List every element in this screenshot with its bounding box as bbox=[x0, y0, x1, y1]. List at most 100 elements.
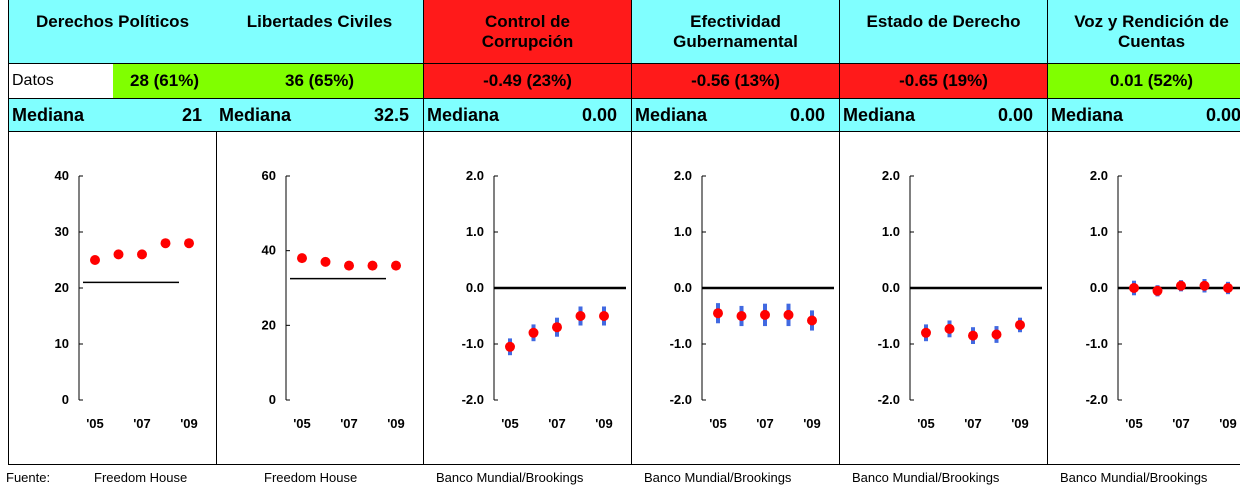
x-tick-label: '09 bbox=[180, 416, 198, 431]
y-tick-label: 0.0 bbox=[674, 280, 692, 295]
indicator-panel: Libertades Civiles 36 (65%) Mediana 32.5 0 20… bbox=[216, 0, 424, 465]
x-tick-label: '05 bbox=[709, 416, 727, 431]
indicator-title-text: Derechos Políticos bbox=[36, 12, 189, 32]
x-tick-label: '07 bbox=[133, 416, 151, 431]
data-value: -0.56 (13%) bbox=[691, 71, 780, 90]
indicator-title-line: Cuentas bbox=[1117, 31, 1186, 51]
indicator-panel: Derechos Políticos Datos 28 (61%) Mediana 21… bbox=[8, 0, 217, 465]
data-value: -0.65 (19%) bbox=[899, 71, 988, 90]
y-tick-label: 60 bbox=[262, 168, 276, 183]
median-value: 0.00 bbox=[1205, 105, 1240, 125]
y-tick-label: -1.0 bbox=[462, 336, 484, 351]
y-tick-label: 20 bbox=[262, 317, 276, 332]
x-tick-label: '07 bbox=[964, 416, 982, 431]
scatter-plot: 0 10 20 30 40 '05 '07 '09 bbox=[55, 168, 198, 431]
y-tick-label: 20 bbox=[55, 280, 69, 295]
data-point bbox=[783, 309, 794, 320]
x-tick-label: '07 bbox=[1172, 416, 1190, 431]
y-tick-label: 0 bbox=[62, 392, 69, 407]
indicator-title-line: Derechos Políticos bbox=[35, 12, 190, 31]
y-tick-label: 2.0 bbox=[1090, 168, 1108, 183]
y-tick-label: 1.0 bbox=[674, 224, 692, 239]
indicator-title: Control de Corrupción bbox=[424, 0, 632, 64]
y-tick-label: 0.0 bbox=[466, 280, 484, 295]
data-point bbox=[1176, 280, 1186, 291]
x-tick-label: '09 bbox=[1219, 416, 1237, 431]
median-row: Mediana 0.00 bbox=[840, 99, 1048, 132]
source-text: Banco Mundial/Brookings bbox=[436, 470, 584, 485]
median-row: Mediana 21 bbox=[9, 99, 217, 132]
source-text: Banco Mundial/Brookings bbox=[852, 470, 1000, 485]
data-point bbox=[528, 327, 539, 338]
plot-area: -2.0 -1.0 0.0 1.0 2.0 '05 '07 '09 bbox=[632, 132, 840, 465]
y-tick-label: 1.0 bbox=[1090, 224, 1108, 239]
data-point bbox=[1015, 319, 1025, 330]
median-value: 0.00 bbox=[997, 105, 1033, 125]
scatter-plot: -2.0 -1.0 0.0 1.0 2.0 '05 '07 '09 bbox=[878, 168, 1042, 431]
y-tick-label: 0 bbox=[269, 392, 276, 407]
indicator-title: Derechos Políticos bbox=[9, 0, 217, 64]
data-row: -0.65 (19%) bbox=[840, 64, 1048, 99]
scatter-plot: -2.0 -1.0 0.0 1.0 2.0 '05 '07 '09 bbox=[1086, 168, 1240, 431]
data-point bbox=[599, 311, 609, 321]
data-value: 28 (61%) bbox=[130, 71, 199, 90]
y-tick-label: 10 bbox=[55, 336, 69, 351]
data-point bbox=[320, 256, 331, 267]
median-value: 32.5 bbox=[373, 105, 409, 125]
median-label: Mediana bbox=[635, 105, 708, 125]
indicator-title-line: Libertades Civiles bbox=[246, 12, 393, 31]
data-row: 36 (65%) bbox=[216, 64, 424, 99]
y-tick-label: 0.0 bbox=[882, 280, 900, 295]
plot-area: -2.0 -1.0 0.0 1.0 2.0 '05 '07 '09 bbox=[1048, 132, 1240, 465]
indicator-panel: Voz y Rendición de Cuentas 0.01 (52%) Media… bbox=[1048, 0, 1240, 465]
indicator-title-line: Efectividad bbox=[690, 11, 781, 31]
data-point bbox=[552, 322, 562, 333]
source-text: Banco Mundial/Brookings bbox=[1060, 470, 1208, 485]
y-tick-label: 30 bbox=[55, 224, 69, 239]
y-tick-label: 0.0 bbox=[1090, 280, 1108, 295]
indicator-title-line: Corrupción bbox=[481, 31, 574, 51]
y-tick-label: -1.0 bbox=[1086, 336, 1108, 351]
indicator-title-text: Efectividad Gubernamental bbox=[673, 12, 798, 52]
y-tick-label: 2.0 bbox=[466, 168, 484, 183]
data-point bbox=[991, 329, 1002, 340]
data-point bbox=[297, 253, 307, 264]
y-tick-label: 2.0 bbox=[674, 168, 692, 183]
median-value: 0.00 bbox=[789, 105, 825, 125]
data-point bbox=[1129, 283, 1139, 293]
median-row: Mediana 32.5 bbox=[216, 99, 424, 132]
plot-area: -2.0 -1.0 0.0 1.0 2.0 '05 '07 '09 bbox=[424, 132, 632, 465]
data-point bbox=[921, 327, 931, 338]
data-point bbox=[344, 260, 354, 271]
x-tick-label: '05 bbox=[501, 416, 519, 431]
median-label: Mediana bbox=[219, 105, 292, 125]
data-point bbox=[505, 341, 515, 352]
plot-area: 0 10 20 30 40 '05 '07 '09 bbox=[9, 132, 217, 465]
source-label: Fuente: bbox=[6, 470, 51, 485]
data-point bbox=[113, 249, 124, 260]
x-tick-label: '07 bbox=[756, 416, 774, 431]
median-value: 0.00 bbox=[581, 105, 617, 125]
indicator-title: Efectividad Gubernamental bbox=[632, 0, 840, 64]
x-tick-label: '05 bbox=[1125, 416, 1143, 431]
median-value: 21 bbox=[181, 105, 202, 125]
y-tick-label: -2.0 bbox=[1086, 392, 1108, 407]
y-tick-label: -2.0 bbox=[878, 392, 900, 407]
median-label: Mediana bbox=[843, 105, 916, 125]
y-tick-label: -1.0 bbox=[878, 336, 900, 351]
data-value: -0.49 (23%) bbox=[483, 71, 572, 90]
median-row: Mediana 0.00 bbox=[424, 99, 632, 132]
y-tick-label: 1.0 bbox=[466, 224, 484, 239]
y-tick-label: -1.0 bbox=[670, 336, 692, 351]
data-point bbox=[760, 309, 770, 320]
data-point bbox=[137, 249, 147, 260]
y-tick-label: -2.0 bbox=[670, 392, 692, 407]
median-label: Mediana bbox=[427, 105, 500, 125]
indicator-title-line: Gubernamental bbox=[673, 31, 798, 51]
data-point bbox=[575, 311, 586, 321]
indicator-title-line: Estado de Derecho bbox=[866, 12, 1021, 31]
x-tick-label: '05 bbox=[293, 416, 311, 431]
median-label: Mediana bbox=[12, 105, 85, 125]
x-tick-label: '09 bbox=[595, 416, 613, 431]
